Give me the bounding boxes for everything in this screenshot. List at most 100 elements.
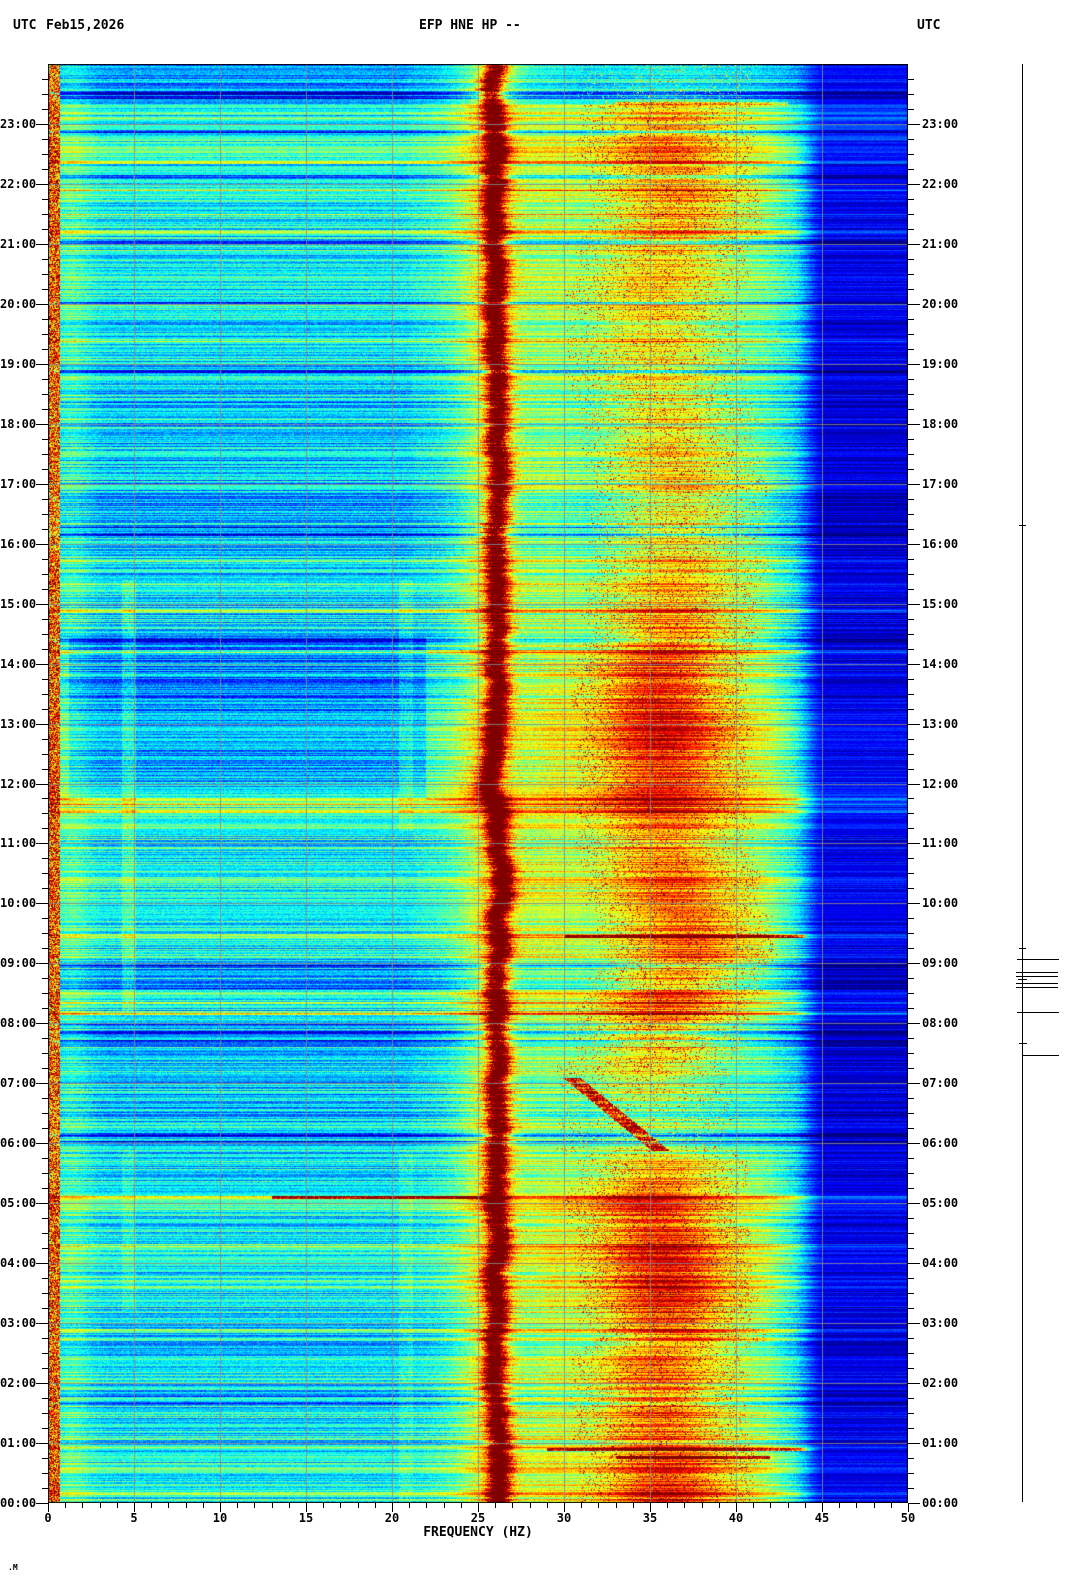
quarter-tick-right [908,499,914,500]
hour-tick-right [908,724,920,725]
hour-label-right: 01:00 [922,1436,959,1450]
hour-label-left: 16:00 [0,537,37,551]
freq-tick-label: 5 [130,1511,138,1525]
hour-label-left: 03:00 [0,1316,37,1330]
quarter-tick-left [42,813,48,814]
quarter-tick-left [42,289,48,290]
hour-tick-right [908,903,920,904]
freq-tick-label: 45 [814,1511,830,1525]
quarter-tick-left [42,1428,48,1429]
hour-tick-left [36,843,48,844]
quarter-tick-left [42,589,48,590]
quarter-tick-right [908,514,914,515]
hour-tick-left [36,364,48,365]
quarter-tick-right [908,1233,914,1234]
freq-tick-minor [530,1503,531,1508]
freq-tick-minor [581,1503,582,1508]
hour-label-right: 18:00 [922,417,959,431]
freq-tick-minor [461,1503,462,1508]
hour-tick-right [908,1263,920,1264]
trace-event [1016,976,1058,977]
freq-tick-minor [495,1503,496,1508]
freq-tick-minor [874,1503,875,1508]
quarter-tick-left [42,1488,48,1489]
quarter-tick-left [42,1053,48,1054]
quarter-tick-left [42,1113,48,1114]
hour-label-left: 18:00 [0,417,37,431]
freq-tick-minor [168,1503,169,1508]
freq-tick-minor [203,1503,204,1508]
hour-tick-left [36,724,48,725]
hour-tick-left [36,544,48,545]
quarter-tick-right [908,334,914,335]
hour-tick-left [36,1203,48,1204]
quarter-tick-left [42,1278,48,1279]
quarter-tick-right [908,199,914,200]
quarter-tick-left [42,199,48,200]
freq-tick-major [736,1503,737,1512]
quarter-tick-left [42,978,48,979]
hour-tick-right [908,244,920,245]
quarter-tick-left [42,469,48,470]
quarter-tick-right [908,1308,914,1309]
freq-tick-label: 50 [900,1511,916,1525]
quarter-tick-right [908,1098,914,1099]
corner-mark: .M [8,1563,18,1572]
quarter-tick-right [908,439,914,440]
freq-tick-minor [289,1503,290,1508]
freq-tick-minor [237,1503,238,1508]
trace-event [1017,1012,1059,1013]
quarter-tick-left [42,94,48,95]
hour-label-left: 12:00 [0,777,37,791]
quarter-tick-right [908,469,914,470]
quarter-tick-left [42,873,48,874]
quarter-tick-right [908,948,914,949]
hour-label-right: 22:00 [922,177,959,191]
hour-tick-left [36,903,48,904]
quarter-tick-right [908,169,914,170]
freq-tick-minor [117,1503,118,1508]
quarter-tick-right [908,1248,914,1249]
spectrogram-canvas [48,64,908,1503]
quarter-tick-right [908,634,914,635]
hour-label-left: 02:00 [0,1376,37,1390]
hour-label-left: 01:00 [0,1436,37,1450]
freq-tick-label: 40 [728,1511,744,1525]
hour-tick-right [908,843,920,844]
hour-tick-left [36,1083,48,1084]
freq-tick-minor [856,1503,857,1508]
quarter-tick-left [42,1158,48,1159]
hour-tick-left [36,1383,48,1384]
hour-label-right: 17:00 [922,477,959,491]
quarter-tick-right [908,1068,914,1069]
freq-tick-minor [65,1503,66,1508]
hour-label-left: 23:00 [0,117,37,131]
freq-tick-minor [358,1503,359,1508]
quarter-tick-right [908,1353,914,1354]
freq-tick-minor [702,1503,703,1508]
quarter-tick-left [42,379,48,380]
quarter-tick-right [908,978,914,979]
freq-tick-major [650,1503,651,1512]
hour-tick-right [908,1443,920,1444]
hour-label-right: 02:00 [922,1376,959,1390]
quarter-tick-right [908,154,914,155]
hour-label-left: 17:00 [0,477,37,491]
freq-tick-label: 25 [470,1511,486,1525]
quarter-tick-right [908,679,914,680]
freq-tick-minor [151,1503,152,1508]
quarter-tick-right [908,1338,914,1339]
hour-tick-right [908,304,920,305]
quarter-tick-right [908,1293,914,1294]
spectrogram-frame [48,64,908,1503]
hour-tick-left [36,484,48,485]
quarter-tick-right [908,274,914,275]
quarter-tick-left [42,1068,48,1069]
quarter-tick-right [908,349,914,350]
freq-tick-minor [770,1503,771,1508]
freq-tick-minor [719,1503,720,1508]
quarter-tick-left [42,229,48,230]
utc-label-right: UTC [917,18,941,33]
freq-tick-minor [272,1503,273,1508]
quarter-tick-right [908,798,914,799]
